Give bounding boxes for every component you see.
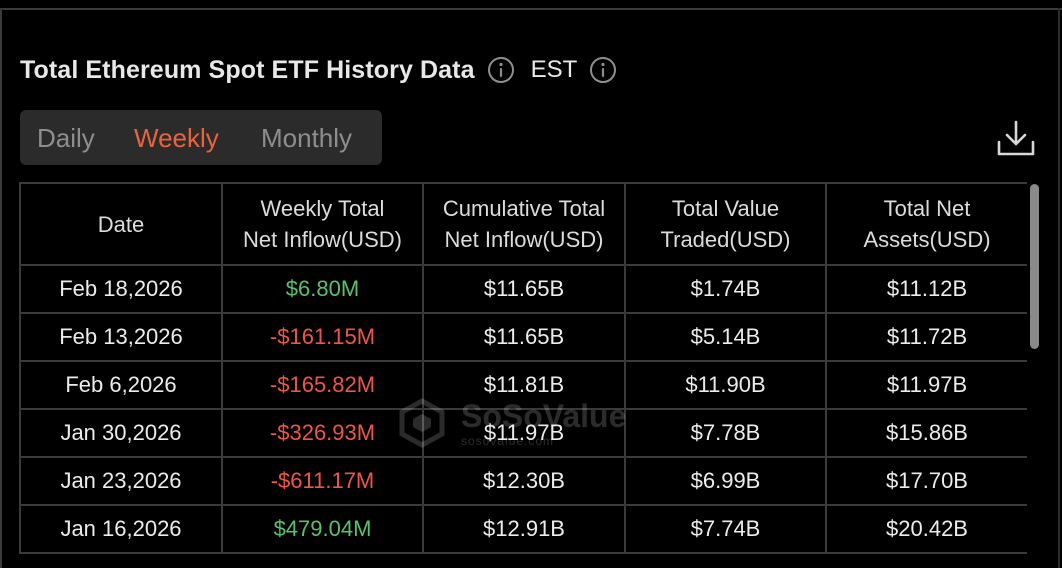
history-table-container: Date Weekly Total Net Inflow(USD) Cumulat… bbox=[19, 182, 1027, 562]
tab-daily[interactable]: Daily bbox=[37, 123, 95, 153]
tab-weekly[interactable]: Weekly bbox=[134, 123, 219, 153]
cell-net-assets: $11.97B bbox=[825, 360, 1027, 410]
cell-net-assets: $15.86B bbox=[825, 408, 1027, 458]
download-icon bbox=[997, 120, 1035, 156]
cell-value-traded: $1.74B bbox=[624, 264, 827, 314]
cell-weekly-net-inflow: -$326.93M bbox=[221, 408, 424, 458]
cell-value-traded: $7.74B bbox=[624, 504, 827, 554]
cell-weekly-net-inflow: $479.04M bbox=[221, 504, 424, 554]
cell-cumulative-net-inflow: $11.65B bbox=[422, 312, 626, 362]
right-border bbox=[1058, 8, 1060, 568]
cell-net-assets: $11.12B bbox=[825, 264, 1027, 314]
cell-cumulative-net-inflow: $11.97B bbox=[422, 408, 626, 458]
timezone-info-icon[interactable] bbox=[589, 56, 617, 84]
timezone-label: EST bbox=[530, 56, 578, 83]
cell-net-assets: $11.72B bbox=[825, 312, 1027, 362]
tab-monthly[interactable]: Monthly bbox=[261, 123, 353, 153]
column-header-date[interactable]: Date bbox=[19, 182, 223, 266]
cell-date: Jan 23,2026 bbox=[19, 456, 223, 506]
download-button[interactable] bbox=[996, 120, 1036, 158]
cell-weekly-net-inflow: -$611.17M bbox=[221, 456, 424, 506]
scrollbar-thumb[interactable] bbox=[1030, 184, 1039, 349]
cell-date: Jan 30,2026 bbox=[19, 408, 223, 458]
cell-weekly-net-inflow: -$165.82M bbox=[221, 360, 424, 410]
period-tabs: Daily Weekly Monthly bbox=[20, 110, 382, 165]
cell-value-traded: $6.99B bbox=[624, 456, 827, 506]
cell-cumulative-net-inflow: $11.81B bbox=[422, 360, 626, 410]
top-divider bbox=[0, 8, 1062, 10]
cell-date: Feb 18,2026 bbox=[19, 264, 223, 314]
title-info-icon[interactable] bbox=[487, 56, 515, 84]
cell-cumulative-net-inflow: $11.65B bbox=[422, 264, 626, 314]
cell-cumulative-net-inflow: $12.91B bbox=[422, 504, 626, 554]
cell-value-traded: $7.78B bbox=[624, 408, 827, 458]
page-title: Total Ethereum Spot ETF History Data bbox=[20, 55, 475, 84]
cell-date: Feb 6,2026 bbox=[19, 360, 223, 410]
cell-cumulative-net-inflow: $12.30B bbox=[422, 456, 626, 506]
cell-net-assets: $17.70B bbox=[825, 456, 1027, 506]
cell-net-assets: $20.42B bbox=[825, 504, 1027, 554]
cell-weekly-net-inflow: $6.80M bbox=[221, 264, 424, 314]
column-header-weekly-net-inflow[interactable]: Weekly Total Net Inflow(USD) bbox=[221, 182, 424, 266]
table-row: Feb 6,2026 -$165.82M $11.81B $11.90B $11… bbox=[19, 360, 1027, 410]
table-header-row: Date Weekly Total Net Inflow(USD) Cumulat… bbox=[19, 182, 1027, 266]
column-header-net-assets[interactable]: Total Net Assets(USD) bbox=[825, 182, 1027, 266]
table-row: Jan 30,2026 -$326.93M $11.97B $7.78B $15… bbox=[19, 408, 1027, 458]
table-row: Jan 23,2026 -$611.17M $12.30B $6.99B $17… bbox=[19, 456, 1027, 506]
header: Total Ethereum Spot ETF History Data EST bbox=[20, 52, 617, 88]
cell-value-traded: $11.90B bbox=[624, 360, 827, 410]
history-table: Date Weekly Total Net Inflow(USD) Cumulat… bbox=[19, 182, 1027, 554]
cell-value-traded: $5.14B bbox=[624, 312, 827, 362]
cell-date: Jan 16,2026 bbox=[19, 504, 223, 554]
table-row: Jan 16,2026 $479.04M $12.91B $7.74B $20.… bbox=[19, 504, 1027, 554]
left-border bbox=[0, 8, 2, 568]
table-row: Feb 18,2026 $6.80M $11.65B $1.74B $11.12… bbox=[19, 264, 1027, 314]
cell-date: Feb 13,2026 bbox=[19, 312, 223, 362]
cell-weekly-net-inflow: -$161.15M bbox=[221, 312, 424, 362]
table-row: Feb 13,2026 -$161.15M $11.65B $5.14B $11… bbox=[19, 312, 1027, 362]
column-header-value-traded[interactable]: Total Value Traded(USD) bbox=[624, 182, 827, 266]
column-header-cumulative-net-inflow[interactable]: Cumulative Total Net Inflow(USD) bbox=[422, 182, 626, 266]
